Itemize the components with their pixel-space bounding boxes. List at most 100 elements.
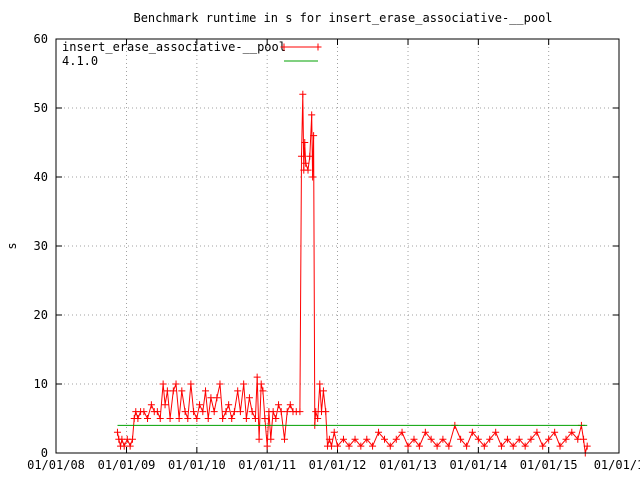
data-point: [245, 394, 253, 402]
data-point: [580, 435, 588, 443]
data-point: [286, 401, 294, 409]
data-point: [369, 442, 377, 450]
legend: insert_erase_associative-__pool 4.1.0: [62, 40, 322, 68]
data-point: [216, 380, 224, 388]
data-point: [296, 408, 304, 416]
data-point: [172, 380, 180, 388]
data-point: [240, 380, 248, 388]
data-point: [301, 139, 309, 146]
data-point: [222, 408, 230, 416]
data-point: [515, 435, 523, 443]
data-point: [213, 394, 221, 402]
data-point: [503, 435, 511, 443]
data-point: [521, 442, 529, 450]
legend-label-baseline: 4.1.0: [62, 54, 98, 68]
data-point: [236, 408, 244, 416]
data-point: [486, 435, 494, 443]
data-point: [351, 435, 359, 443]
y-tick-label: 0: [41, 446, 48, 460]
data-point: [263, 442, 271, 450]
data-point: [427, 435, 435, 443]
data-point: [330, 428, 338, 436]
data-point: [309, 173, 317, 181]
x-tick-label: 01/01/13: [379, 458, 437, 472]
data-point: [568, 428, 576, 436]
data-point: [128, 435, 136, 443]
data-point: [161, 401, 169, 409]
data-point: [404, 442, 412, 450]
data-point: [345, 442, 353, 450]
data-point: [509, 442, 517, 450]
data-point: [156, 415, 164, 422]
data-point: [202, 387, 210, 395]
data-point: [299, 90, 307, 98]
data-point: [319, 387, 327, 395]
data-point: [386, 442, 394, 450]
data-point: [169, 387, 177, 395]
data-point: [242, 415, 250, 422]
data-point: [281, 435, 289, 443]
data-point: [219, 415, 227, 422]
data-point: [468, 428, 476, 436]
data-point: [302, 159, 310, 167]
series: [113, 90, 591, 457]
data-point: [210, 408, 218, 416]
data-point: [433, 442, 441, 450]
data-point: [225, 401, 233, 409]
data-point: [187, 380, 195, 388]
data-point: [181, 408, 189, 416]
y-tick-label: 10: [34, 377, 48, 391]
y-tick-label: 30: [34, 239, 48, 253]
data-point: [480, 442, 488, 450]
data-point: [375, 428, 383, 436]
data-point: [381, 435, 389, 443]
data-point: [551, 428, 559, 436]
data-point: [193, 415, 201, 422]
x-tick-label: 01/01/10: [168, 458, 226, 472]
y-tick-label: 60: [34, 32, 48, 46]
data-point: [306, 152, 314, 160]
data-point: [562, 435, 570, 443]
x-tick-label: 01/01/08: [27, 458, 85, 472]
data-point: [204, 415, 212, 422]
data-point: [583, 442, 591, 450]
legend-marker: [280, 43, 288, 51]
data-point: [126, 442, 134, 450]
data-point: [410, 435, 418, 443]
data-point: [310, 132, 318, 140]
data-point: [153, 408, 161, 416]
data-point: [259, 387, 267, 395]
data-point: [234, 387, 242, 395]
data-point: [269, 408, 277, 416]
data-point: [334, 442, 341, 450]
data-point: [166, 415, 174, 422]
plot-frame: [55, 38, 620, 454]
x-tick-label: 01/01/12: [309, 458, 367, 472]
axis-ticks: 0 10 20 30 40 50 60 01/01/08 01/01/09 01/01/10 01/…: [27, 32, 640, 472]
data-point: [261, 415, 269, 422]
data-point: [339, 435, 347, 443]
data-point: [314, 415, 322, 422]
data-point: [207, 394, 215, 402]
data-point: [357, 442, 365, 450]
data-point: [275, 401, 283, 409]
data-point: [308, 111, 316, 119]
data-point: [325, 435, 333, 443]
data-point: [304, 166, 312, 174]
data-point: [255, 435, 263, 443]
data-point: [497, 442, 505, 450]
data-point: [445, 442, 453, 450]
data-point: [533, 428, 541, 436]
data-point: [556, 442, 564, 450]
data-point: [159, 380, 167, 388]
data-point: [463, 442, 471, 450]
series-line-runtime: [117, 94, 588, 454]
data-point: [398, 428, 406, 436]
grid: [56, 39, 619, 453]
data-point: [199, 408, 207, 416]
data-point: [147, 401, 155, 409]
data-point: [277, 408, 285, 416]
y-tick-label: 40: [34, 170, 48, 184]
data-point: [322, 408, 330, 416]
data-point: [421, 428, 429, 436]
